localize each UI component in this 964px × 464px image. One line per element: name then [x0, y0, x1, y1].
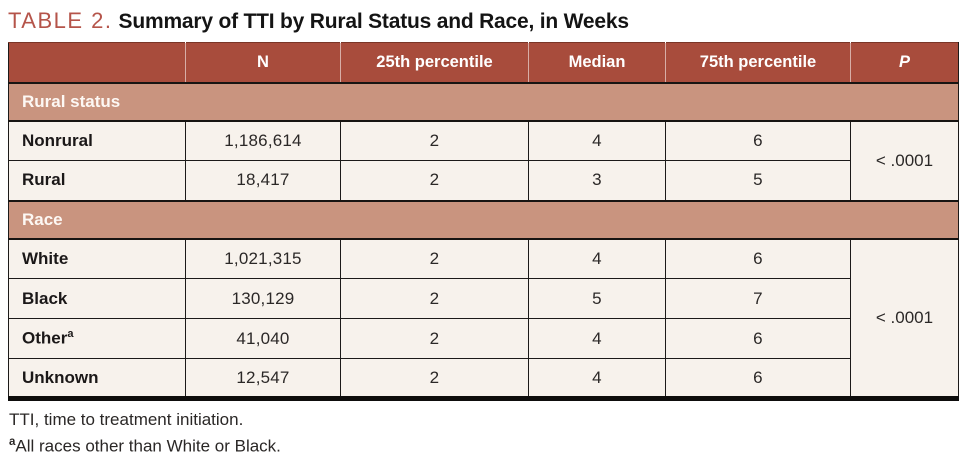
header-cell-median: Median: [528, 42, 666, 84]
cell-75th: 6: [665, 238, 851, 279]
table-row: Rural 18,417 2 3 5: [8, 160, 959, 201]
cell-25th: 2: [340, 318, 529, 359]
table-number-label: TABLE 2.: [8, 8, 113, 33]
footnote-marker-a: a: [67, 328, 74, 341]
table-row: Othera 41,040 2 4 6: [8, 318, 959, 359]
cell-n: 12,547: [185, 358, 341, 399]
footnote-text: TTI, time to treatment initiation.: [9, 410, 244, 429]
tti-summary-table: N 25th percentile Median 75th percentile…: [8, 42, 959, 401]
header-cell-75th-percentile: 75th percentile: [665, 42, 851, 84]
table-header-row: N 25th percentile Median 75th percentile…: [8, 42, 959, 84]
row-label-text: Other: [22, 328, 68, 348]
footnote-abbreviation: TTI, time to treatment initiation.: [9, 408, 958, 431]
footnote-text: All races other than White or Black.: [15, 436, 281, 456]
cell-median: 4: [528, 318, 666, 359]
section-label: Rural status: [8, 81, 959, 122]
cell-75th: 5: [665, 160, 851, 201]
row-label-other: Othera: [8, 318, 186, 359]
table-row: Black 130,129 2 5 7: [8, 278, 959, 319]
cell-25th: 2: [340, 120, 529, 161]
cell-75th: 6: [665, 318, 851, 359]
table-footnotes: TTI, time to treatment initiation. aAll …: [8, 401, 958, 458]
row-label-white: White: [8, 238, 186, 279]
header-cell-p: P: [850, 42, 959, 84]
section-row-race: Race: [8, 199, 959, 240]
row-label-rural: Rural: [8, 160, 186, 201]
row-label-black: Black: [8, 278, 186, 319]
cell-75th: 6: [665, 358, 851, 399]
cell-n: 41,040: [185, 318, 341, 359]
cell-median: 5: [528, 278, 666, 319]
footnote-a-marker: a: [9, 436, 16, 448]
cell-median: 3: [528, 160, 666, 201]
header-cell-empty: [8, 42, 186, 84]
table-caption: TABLE 2. Summary of TTI by Rural Status a…: [8, 6, 958, 42]
cell-75th: 6: [665, 120, 851, 161]
p-value-race: < .0001: [850, 238, 959, 399]
cell-25th: 2: [340, 160, 529, 201]
cell-median: 4: [528, 120, 666, 161]
section-label: Race: [8, 199, 959, 240]
row-label-unknown: Unknown: [8, 358, 186, 399]
table-row: White 1,021,315 2 4 6 < .0001: [8, 238, 959, 399]
footnote-a: aAll races other than White or Black.: [9, 431, 958, 458]
row-label-nonrural: Nonrural: [8, 120, 186, 161]
table-title: Summary of TTI by Rural Status and Race,…: [118, 10, 629, 33]
cell-n: 1,021,315: [185, 238, 341, 279]
header-cell-25th-percentile: 25th percentile: [340, 42, 529, 84]
table-row: Nonrural 1,186,614 2 4 6 < .0001: [8, 120, 959, 201]
p-value-rural-status: < .0001: [850, 120, 959, 201]
cell-25th: 2: [340, 278, 529, 319]
section-row-rural-status: Rural status: [8, 81, 959, 122]
cell-median: 4: [528, 358, 666, 399]
header-cell-n: N: [185, 42, 341, 84]
cell-75th: 7: [665, 278, 851, 319]
table-row: Unknown 12,547 2 4 6: [8, 358, 959, 399]
cell-median: 4: [528, 238, 666, 279]
cell-n: 18,417: [185, 160, 341, 201]
cell-25th: 2: [340, 238, 529, 279]
cell-n: 1,186,614: [185, 120, 341, 161]
cell-25th: 2: [340, 358, 529, 399]
cell-n: 130,129: [185, 278, 341, 319]
